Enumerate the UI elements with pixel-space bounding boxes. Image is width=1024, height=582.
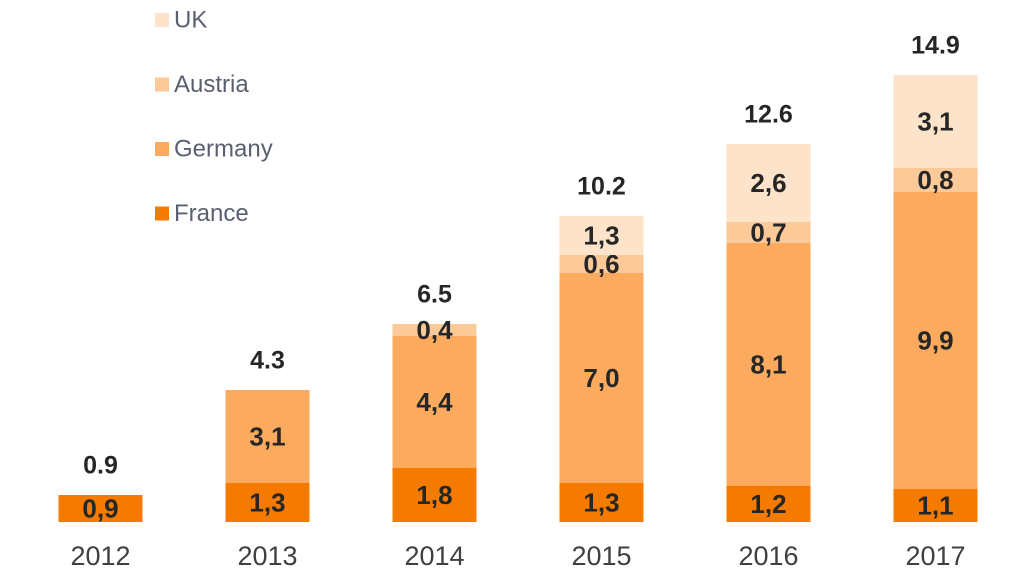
- data-label: 8,1: [750, 349, 786, 379]
- total-label: 12.6: [744, 101, 793, 129]
- data-label: 1,3: [583, 487, 619, 517]
- data-label: 4,4: [416, 387, 453, 417]
- bar-segment: [225, 483, 310, 522]
- bar-segment: [726, 486, 811, 522]
- bar-segment: [392, 336, 477, 468]
- x-tick-label: 2015: [571, 541, 631, 571]
- x-tick-label: 2013: [237, 541, 297, 571]
- legend-swatch: [155, 77, 169, 92]
- total-label: 4.3: [250, 347, 285, 375]
- bar-segment: [559, 273, 644, 483]
- bar-segment: [893, 168, 978, 192]
- total-label: 10.2: [577, 173, 626, 201]
- bar-segment: [559, 216, 644, 255]
- data-label: 7,0: [583, 363, 619, 393]
- x-tick-label: 2012: [70, 541, 130, 571]
- data-label: 2,6: [750, 168, 786, 198]
- legend-label: Austria: [174, 71, 249, 98]
- legend-swatch: [155, 13, 169, 27]
- bar-segment: [893, 75, 978, 168]
- data-label: 1,2: [750, 489, 786, 519]
- x-tick-label: 2017: [905, 541, 965, 571]
- bar-segment: [726, 144, 811, 222]
- bar-segment: [559, 483, 644, 522]
- bar-segment: [225, 390, 310, 483]
- legend-label: Germany: [174, 135, 273, 162]
- x-tick-label: 2014: [404, 541, 464, 571]
- bar-segment: [392, 468, 477, 522]
- data-label: 3,1: [917, 106, 953, 136]
- data-label: 9,9: [917, 325, 953, 355]
- bar-segment: [726, 243, 811, 486]
- bar-segment: [58, 495, 143, 522]
- data-label: 3,1: [249, 421, 285, 451]
- total-label: 14.9: [911, 32, 960, 60]
- data-label: 1,3: [249, 487, 285, 517]
- data-label: 1,3: [583, 220, 619, 250]
- legend-label: France: [174, 200, 249, 227]
- data-label: 0,9: [82, 493, 118, 523]
- legend-swatch: [155, 142, 169, 156]
- data-label: 1,8: [416, 480, 452, 510]
- x-tick-label: 2016: [738, 541, 798, 571]
- legend-label: UK: [174, 6, 207, 33]
- data-label: 0,7: [750, 217, 786, 247]
- data-label: 1,1: [917, 490, 953, 520]
- legend-swatch: [155, 206, 169, 221]
- total-label: 0.9: [83, 452, 118, 480]
- bar-segment: [893, 192, 978, 489]
- bar-segment: [726, 222, 811, 243]
- bar-segment: [893, 489, 978, 522]
- data-label: 0,8: [917, 165, 953, 195]
- total-label: 6.5: [417, 281, 452, 309]
- bar-segment: [559, 255, 644, 273]
- data-label: 0,4: [416, 315, 453, 345]
- bar-segment: [392, 324, 477, 336]
